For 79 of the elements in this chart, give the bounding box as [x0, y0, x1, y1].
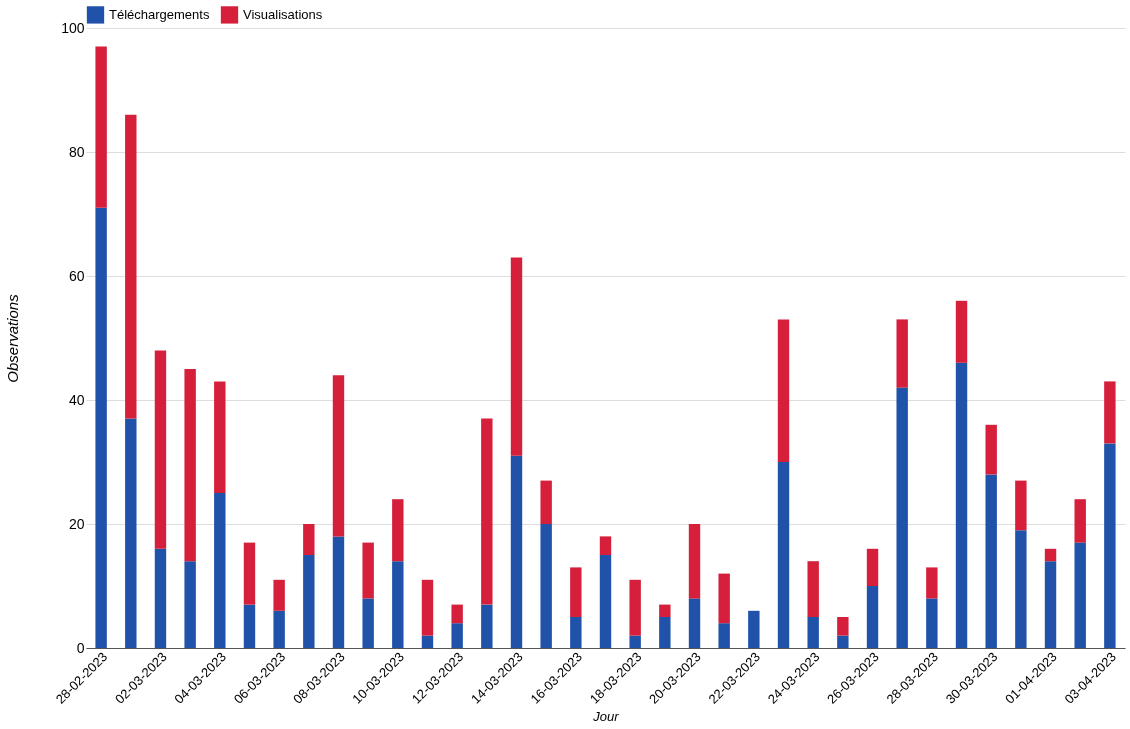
y-tick-label: 0 — [76, 639, 85, 656]
bar — [659, 604, 671, 617]
bar — [926, 567, 938, 599]
bar — [362, 598, 374, 648]
bar — [985, 474, 997, 648]
bar — [688, 524, 701, 599]
bar — [570, 567, 582, 617]
bar — [273, 579, 285, 611]
bar — [481, 604, 493, 648]
bar — [1044, 561, 1057, 648]
bar — [451, 623, 463, 648]
bar — [392, 561, 404, 648]
bar — [184, 561, 196, 648]
bar — [985, 424, 997, 475]
bar — [629, 579, 641, 636]
bar — [95, 46, 107, 208]
bar — [629, 635, 641, 648]
bar — [481, 418, 493, 605]
y-axis-title: Observations — [4, 293, 22, 383]
bar — [955, 300, 968, 363]
bar — [392, 499, 404, 562]
bar — [748, 610, 760, 648]
y-tick-label: 60 — [68, 267, 85, 284]
bar — [599, 555, 612, 648]
bar — [718, 573, 730, 624]
bar — [837, 635, 849, 648]
bar — [599, 536, 612, 555]
bar — [125, 114, 137, 419]
bar — [421, 579, 434, 636]
bar — [777, 462, 790, 648]
y-tick-label: 40 — [68, 391, 85, 408]
bar — [362, 542, 374, 599]
bar — [688, 598, 701, 648]
y-tick-label: 20 — [68, 515, 85, 532]
x-axis-title: Jour — [592, 708, 620, 724]
bar — [273, 610, 285, 648]
legend-label: Téléchargements — [109, 6, 210, 22]
bar — [184, 369, 196, 562]
bar — [510, 455, 523, 648]
bar — [1015, 530, 1027, 648]
bar — [243, 542, 256, 605]
bar — [243, 604, 256, 648]
bar — [955, 362, 968, 648]
bar — [1074, 542, 1086, 648]
bar — [540, 480, 552, 524]
bar — [95, 207, 107, 648]
bar — [332, 375, 345, 537]
bar — [777, 319, 790, 462]
bar — [214, 493, 226, 648]
bar — [896, 319, 908, 388]
bar — [332, 536, 345, 648]
bar — [718, 623, 730, 648]
bar — [421, 635, 434, 648]
bar — [125, 418, 137, 648]
bar — [214, 381, 226, 493]
bar — [807, 561, 819, 617]
y-tick-label: 100 — [61, 19, 85, 36]
bar — [807, 617, 819, 648]
bar — [570, 617, 582, 648]
bar — [303, 555, 315, 648]
bar — [926, 598, 938, 648]
bar — [1104, 443, 1116, 648]
bar — [303, 524, 315, 555]
bar — [1104, 381, 1116, 444]
bar — [659, 617, 671, 648]
bar — [1074, 499, 1086, 543]
bar — [1015, 480, 1027, 531]
bar — [451, 604, 463, 624]
bar — [866, 548, 879, 586]
bar — [540, 524, 552, 648]
bar — [1044, 548, 1057, 562]
legend-label: Visualisations — [243, 6, 323, 22]
bar — [896, 387, 908, 648]
bar — [866, 586, 879, 648]
bar — [154, 350, 167, 549]
bar — [154, 548, 167, 648]
bar — [837, 617, 849, 636]
bar — [510, 257, 523, 456]
y-tick-label: 80 — [68, 143, 85, 160]
